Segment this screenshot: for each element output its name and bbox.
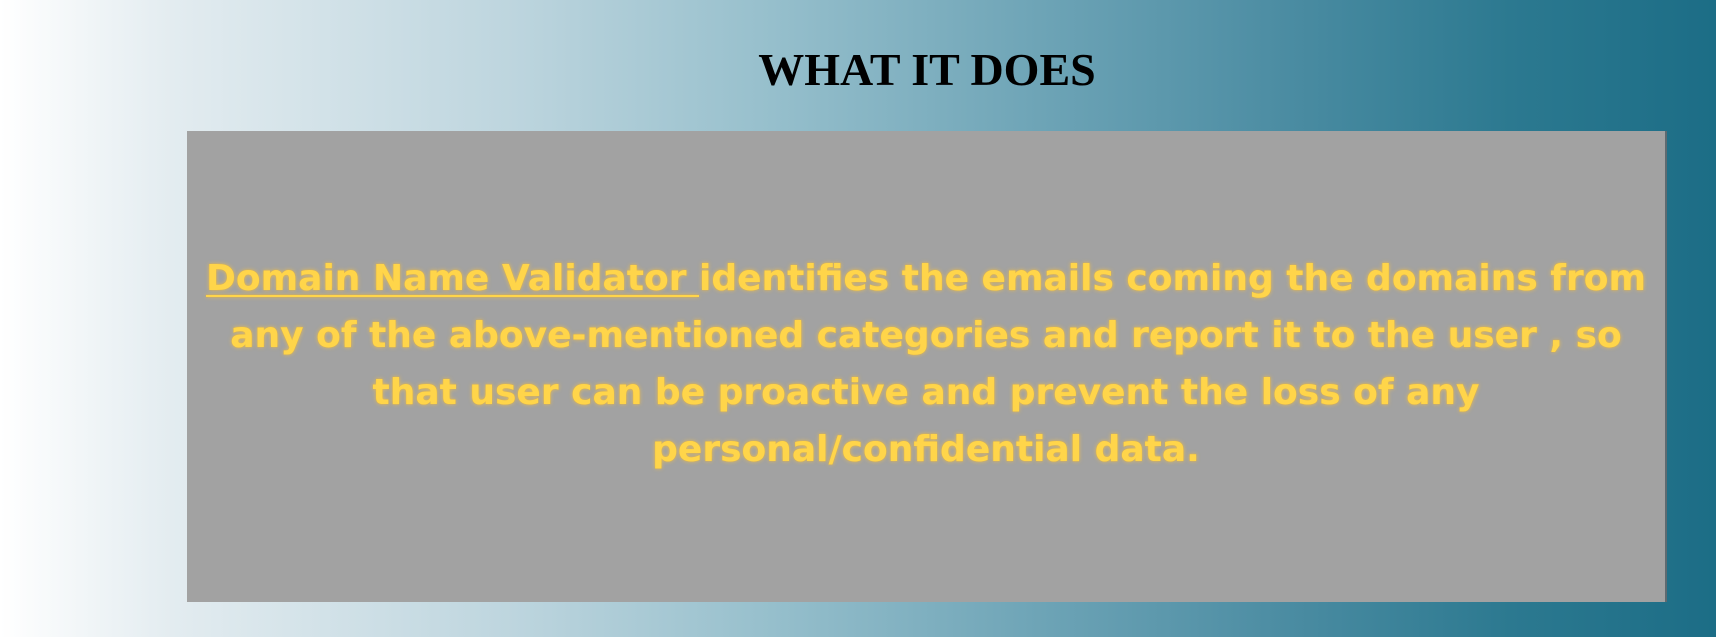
description-panel: Domain Name Validator identifies the ema… xyxy=(187,131,1667,602)
description-body: identifies the emails coming the domains… xyxy=(230,257,1646,470)
product-name: Domain Name Validator xyxy=(206,257,699,299)
description-text: Domain Name Validator identifies the ema… xyxy=(196,250,1656,478)
slide-title: WHAT IT DOES xyxy=(758,44,1096,95)
